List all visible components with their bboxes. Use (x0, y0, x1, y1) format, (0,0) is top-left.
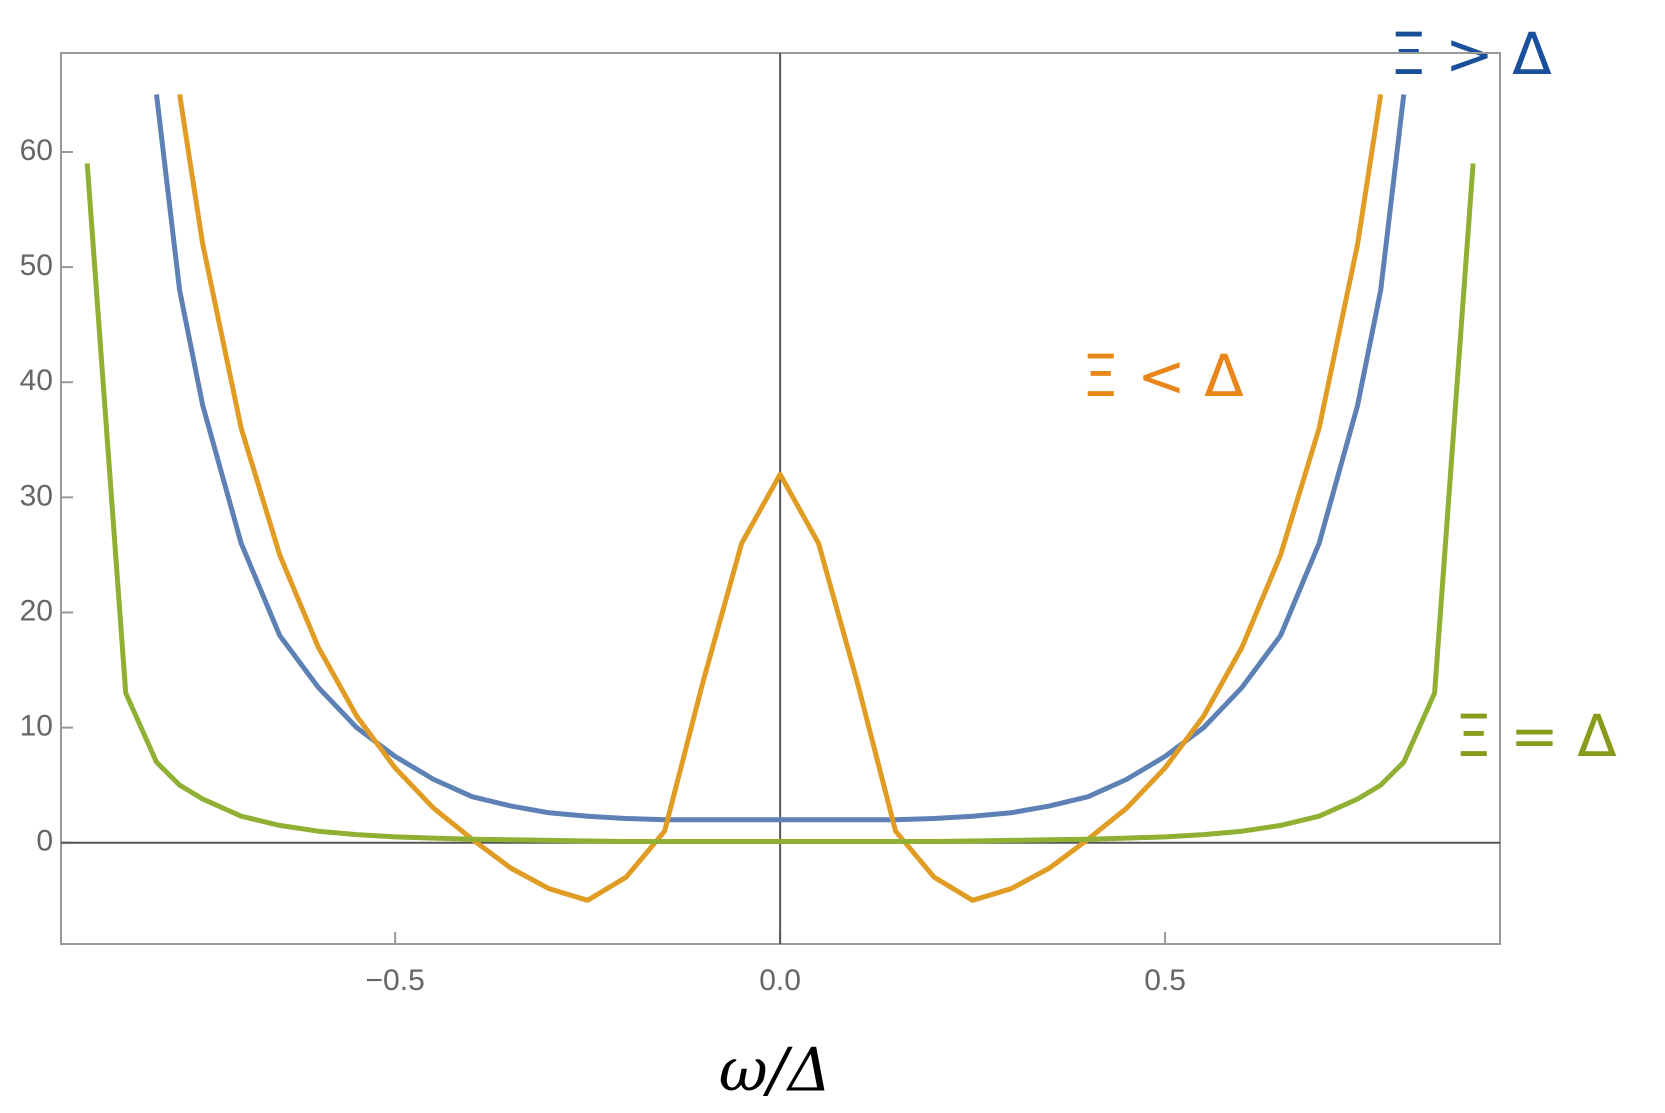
y-tick-label: 60 (20, 134, 53, 167)
line (177, 94, 1384, 903)
x-tick-label: 0.0 (759, 964, 801, 997)
y-tick-label: 10 (20, 710, 53, 743)
y-tick-label: 40 (20, 364, 53, 397)
x-axis-label: ω/Δ (719, 1036, 831, 1106)
annotation: Ξ < Δ (1082, 342, 1244, 410)
y-tick-label: 20 (20, 594, 53, 627)
line (154, 94, 1407, 823)
x-tick-label: −0.5 (366, 964, 425, 997)
annotation: Ξ > Δ (1390, 20, 1552, 88)
y-tick-label: 30 (20, 479, 53, 512)
y-tick-label: 50 (20, 249, 53, 282)
y-tick-label: 0 (36, 825, 53, 858)
x-tick-label: 0.5 (1144, 964, 1186, 997)
line (84, 163, 1476, 844)
annotation: Ξ = Δ (1455, 702, 1617, 770)
